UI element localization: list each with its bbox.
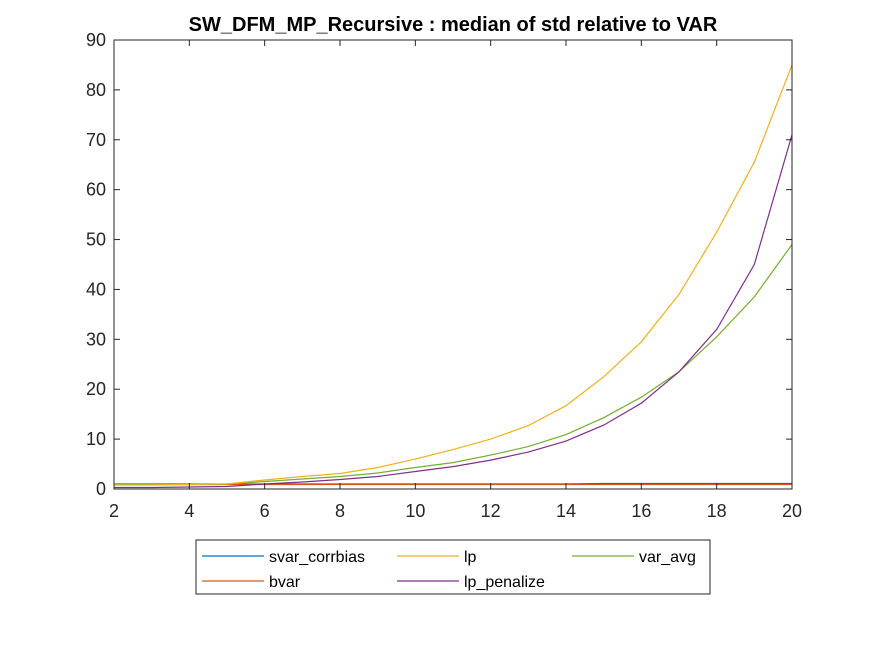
legend-box [195,539,711,595]
x-tick-label: 4 [184,501,194,521]
axes-layer: 2 4 6 8 10 12 14 16 18 20 0 10 20 30 40 50 60 70 80 90 [86,30,802,521]
x-tick-label: 6 [260,501,270,521]
legend-label-lp-penalize: lp_penalize [464,574,545,591]
y-tick-label: 10 [86,429,106,449]
y-tick-label: 40 [86,279,106,299]
legend-label-lp: lp [464,549,477,566]
y-tick-label: 30 [86,329,106,349]
y-tick-label: 70 [86,130,106,150]
x-tick-label: 10 [405,501,425,521]
x-tick-label: 2 [109,501,119,521]
plot-area [114,40,792,489]
x-tick-label: 16 [631,501,651,521]
y-tick-label: 80 [86,80,106,100]
y-tick-label: 60 [86,180,106,200]
x-tick-label: 8 [335,501,345,521]
y-tick-label: 20 [86,379,106,399]
x-tick-label: 12 [481,501,501,521]
y-tick-label: 50 [86,230,106,250]
series-line-lp [114,64,793,486]
chart-title: SW_DFM_MP_Recursive : median of std rela… [189,14,718,36]
x-tick-label: 18 [707,501,727,521]
y-tick-label: 0 [96,479,106,499]
y-tick-label: 90 [86,30,106,50]
legend-label-var-avg: var_avg [639,549,696,566]
x-tick-label: 14 [556,501,576,521]
x-tick-label: 20 [782,501,802,521]
legend-label-svar-corrbias: svar_corrbias [269,549,365,566]
legend-label-bvar: bvar [269,574,301,591]
axes-box [113,39,793,490]
series-layer [114,64,793,489]
series-line-lp-penalize [114,134,793,489]
